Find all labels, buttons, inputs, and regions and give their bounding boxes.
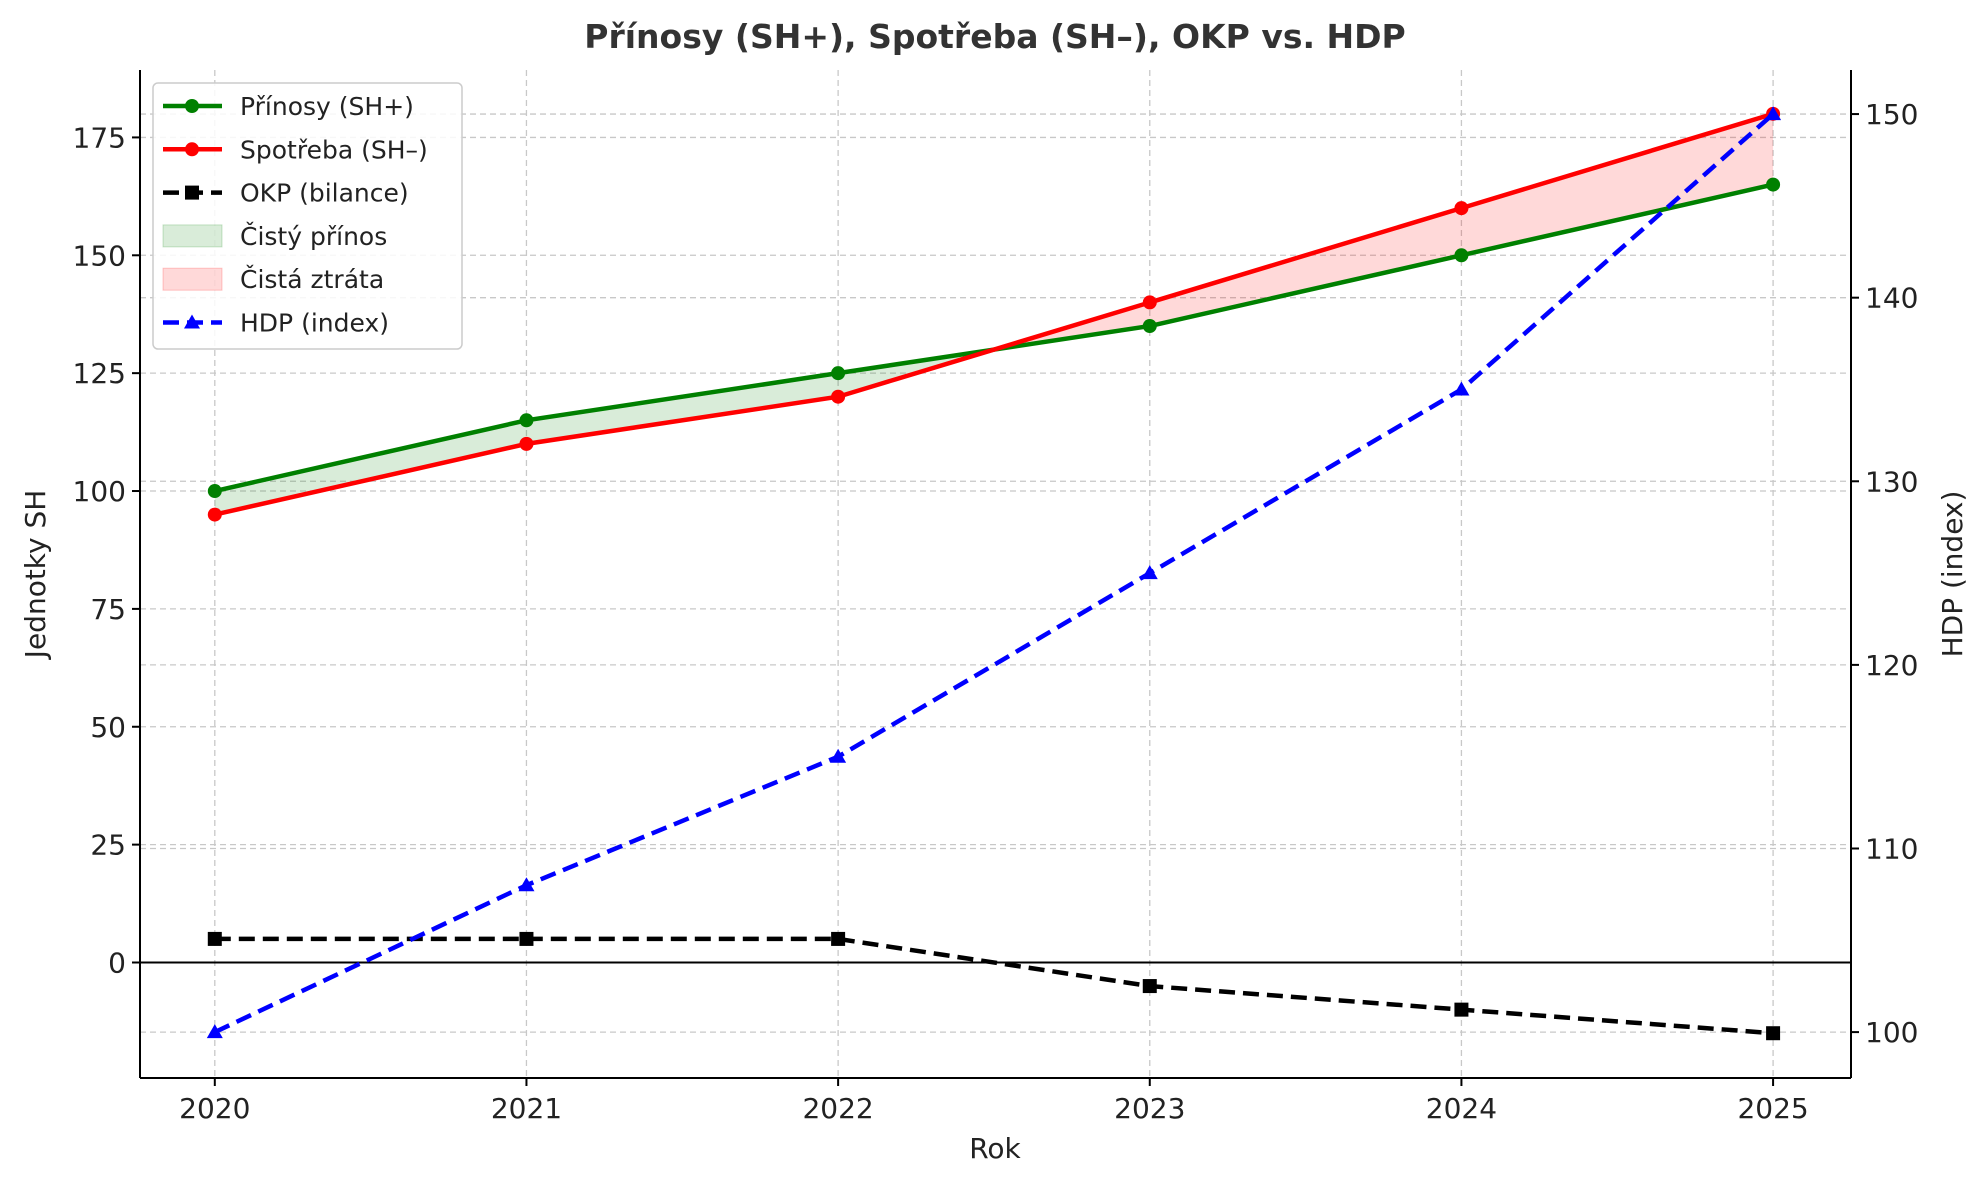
x-tick-label: 2023 (1114, 1092, 1185, 1125)
x-axis-label: Rok (969, 1132, 1021, 1165)
data-point-1 (1142, 295, 1157, 310)
y-tick-label: 25 (90, 829, 126, 862)
data-point-2 (207, 931, 222, 946)
data-point-3 (830, 748, 847, 763)
data-point-0 (1142, 319, 1157, 334)
fill-net-benefit (526, 373, 839, 444)
data-point-0 (519, 413, 534, 428)
fill-net-benefit (214, 420, 527, 515)
y-tick-label-right: 110 (1865, 832, 1918, 865)
legend-label: Přínosy (SH+) (240, 92, 414, 121)
x-tick-label: 2024 (1426, 1092, 1497, 1125)
y-tick-label-right: 140 (1865, 282, 1918, 315)
legend-fill-swatch (162, 267, 223, 291)
data-point-3 (206, 1024, 223, 1039)
legend-fill-swatch (162, 224, 223, 248)
y-tick-label: 50 (90, 711, 126, 744)
x-tick-label: 2021 (491, 1092, 562, 1125)
data-point-1 (831, 389, 846, 404)
legend: Přínosy (SH+) Spotřeba (SH–) OKP (bilance)… (152, 82, 463, 350)
data-point-2 (831, 931, 846, 946)
y-tick-label-right: 130 (1865, 465, 1918, 498)
legend-label: HDP (index) (240, 309, 389, 338)
y-tick-label: 0 (108, 946, 126, 979)
data-point-3 (1765, 106, 1782, 121)
fill-net-loss (1149, 208, 1462, 327)
y-tick-label-right: 100 (1865, 1016, 1918, 1049)
series-line-2 (214, 936, 1774, 1036)
y-axis-label: Jednotky SH (19, 490, 52, 661)
series-line-3 (213, 112, 1775, 1035)
y-tick-label: 175 (73, 121, 126, 154)
data-point-2 (1454, 1002, 1469, 1017)
data-point-1 (207, 507, 222, 522)
legend-marker (185, 142, 199, 157)
data-point-2 (1766, 1026, 1781, 1041)
legend-box (152, 82, 463, 350)
data-point-1 (519, 436, 534, 451)
data-point-2 (1142, 979, 1157, 994)
legend-label: Spotřeba (SH–) (240, 135, 428, 164)
data-point-0 (831, 366, 846, 381)
data-point-0 (1766, 177, 1781, 192)
legend-marker (184, 314, 200, 329)
data-point-3 (1453, 381, 1470, 396)
data-point-3 (518, 877, 535, 892)
chart-title: Přínosy (SH+), Spotřeba (SH–), OKP vs. H… (584, 17, 1405, 56)
y-tick-label: 125 (73, 357, 126, 390)
y-tick-label: 100 (73, 475, 126, 508)
series-line-1 (214, 111, 1774, 517)
data-point-0 (1454, 248, 1469, 263)
data-point-3 (1141, 565, 1158, 580)
y-tick-label: 75 (90, 593, 126, 626)
fill-net-loss (1461, 113, 1774, 256)
legend-label: OKP (bilance) (240, 179, 409, 208)
x-tick-label: 2025 (1737, 1092, 1808, 1125)
y-tick-label-right: 120 (1865, 649, 1918, 682)
y-tick-label: 150 (73, 239, 126, 272)
x-tick-label: 2020 (179, 1092, 250, 1125)
legend-marker (185, 185, 199, 200)
data-point-2 (519, 931, 534, 946)
legend-label: Čistá ztráta (240, 264, 384, 294)
y-tick-label-right: 150 (1865, 98, 1918, 131)
data-point-0 (207, 484, 222, 499)
legend-marker (185, 99, 199, 113)
x-tick-label: 2022 (802, 1092, 873, 1125)
y-axis-right-label: HDP (index) (1936, 491, 1969, 658)
legend-label: Čistý přínos (240, 221, 387, 251)
data-point-1 (1454, 201, 1469, 216)
